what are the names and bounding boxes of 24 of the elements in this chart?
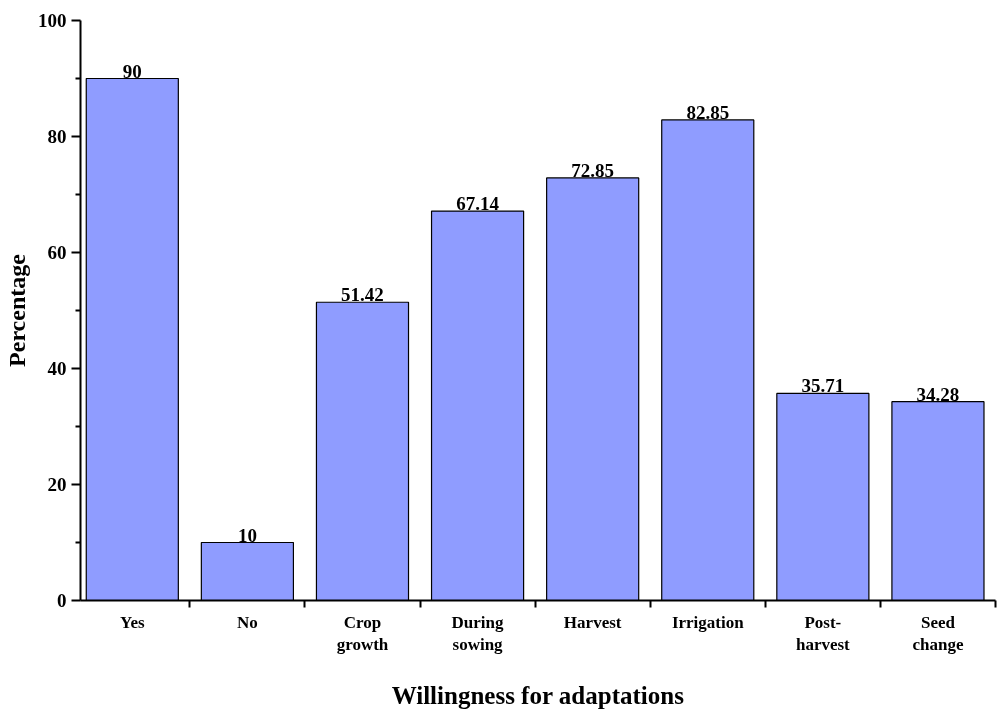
x-tick-label: During sowing <box>451 612 505 655</box>
x-tick-label: Post- harvest <box>795 612 851 655</box>
x-tick-label: No <box>237 612 258 632</box>
y-tick-label: 80 <box>47 126 67 147</box>
data-label: 82.85 <box>686 101 730 123</box>
data-label: 34.28 <box>916 383 960 405</box>
x-tick-label: Harvest <box>563 612 622 632</box>
data-label: 10 <box>237 524 257 546</box>
x-axis-title: Willingness for adaptations <box>391 682 685 710</box>
y-tick-label: 20 <box>47 474 67 495</box>
data-label: 67.14 <box>456 193 500 215</box>
y-axis-title: Percentage <box>4 253 30 367</box>
y-tick-label: 100 <box>38 10 67 31</box>
data-label: 35.71 <box>801 375 845 397</box>
x-tick-label: Seed change <box>912 612 964 655</box>
y-tick-label: 40 <box>47 358 67 379</box>
x-tick-label: Yes <box>120 612 145 632</box>
data-label: 72.85 <box>571 159 615 181</box>
y-tick-label: 0 <box>57 590 67 611</box>
x-tick-label: Crop growth <box>336 612 389 655</box>
data-label: 51.42 <box>341 284 384 306</box>
y-tick-label: 60 <box>47 242 67 263</box>
x-tick-label: Irrigation <box>671 612 745 632</box>
data-label: 90 <box>122 60 142 82</box>
